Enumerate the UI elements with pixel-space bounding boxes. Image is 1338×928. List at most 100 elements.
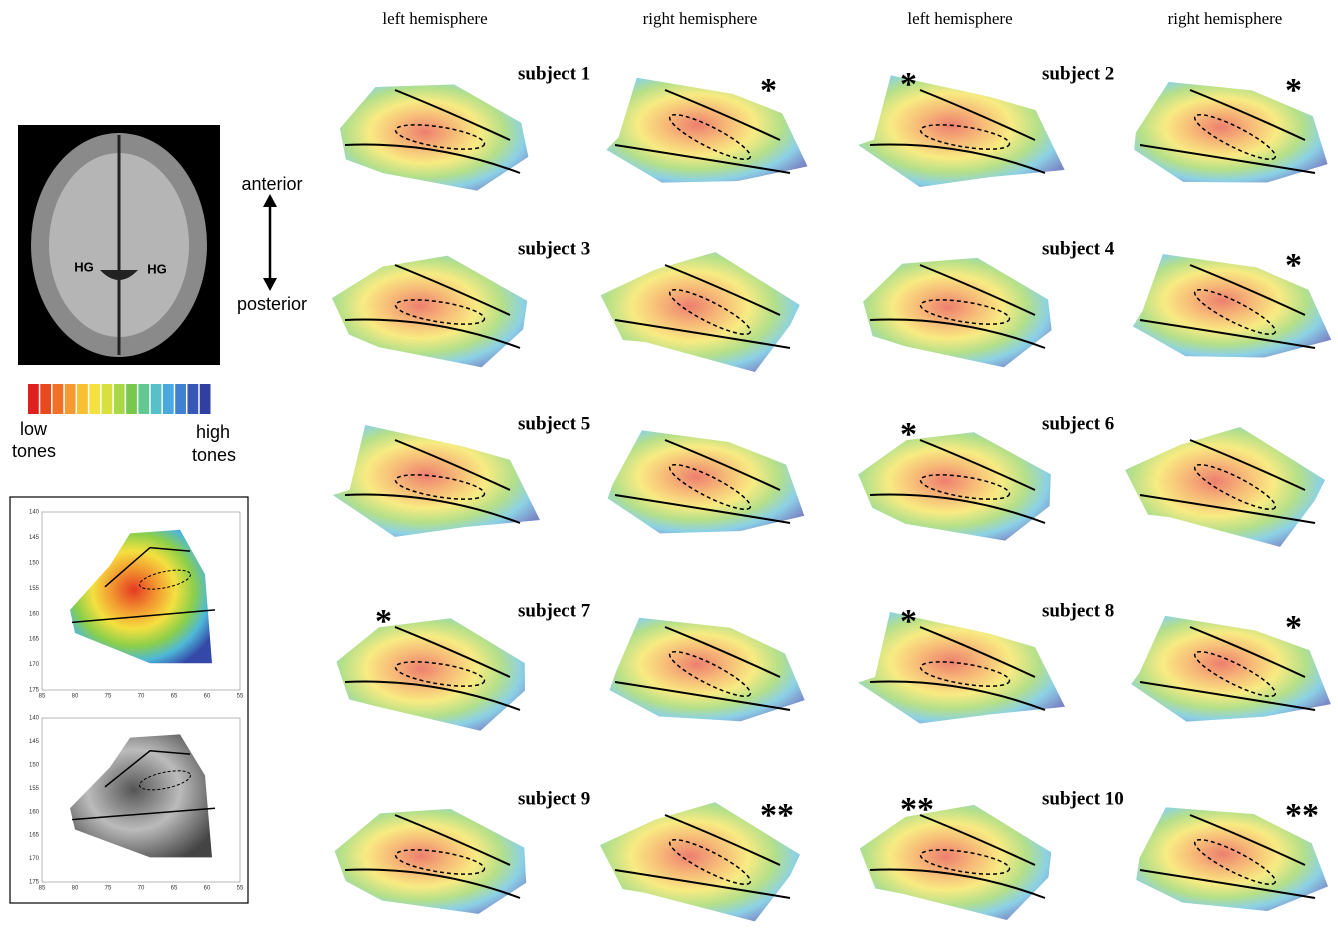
y-tick-label: 155 bbox=[29, 586, 40, 592]
figure: HG HG anterior posterior low tones high … bbox=[0, 0, 1338, 928]
colorbar-swatch bbox=[138, 384, 149, 414]
colorbar-swatch bbox=[53, 384, 64, 414]
x-tick-label: 55 bbox=[237, 886, 244, 892]
x-tick-label: 75 bbox=[105, 886, 112, 892]
hemisphere-map bbox=[858, 612, 1065, 723]
x-tick-label: 85 bbox=[39, 694, 46, 700]
colorbar-swatch bbox=[126, 384, 137, 414]
map-texture bbox=[340, 85, 528, 191]
y-tick-label: 170 bbox=[29, 662, 40, 668]
map-texture bbox=[609, 618, 804, 722]
hemisphere-map bbox=[332, 256, 527, 367]
colorbar-swatch bbox=[200, 384, 211, 414]
map-texture bbox=[858, 432, 1051, 540]
colorbar-swatch bbox=[114, 384, 125, 414]
y-tick-label: 140 bbox=[29, 716, 40, 722]
column-header: right hemisphere bbox=[643, 9, 758, 28]
subject-label: subject 8 bbox=[1042, 600, 1114, 621]
x-tick-label: 75 bbox=[105, 694, 112, 700]
inset-map bbox=[70, 530, 212, 664]
y-tick-label: 145 bbox=[29, 535, 40, 541]
significance-mark: * bbox=[900, 603, 917, 640]
high-label: high bbox=[196, 422, 230, 442]
y-tick-label: 150 bbox=[29, 560, 40, 566]
posterior-label: posterior bbox=[237, 294, 307, 314]
high-label: tones bbox=[192, 445, 236, 465]
significance-mark: ** bbox=[900, 791, 934, 828]
column-header: right hemisphere bbox=[1168, 9, 1283, 28]
colorbar-swatch bbox=[89, 384, 100, 414]
y-tick-label: 165 bbox=[29, 833, 40, 839]
significance-mark: * bbox=[1285, 609, 1302, 646]
y-tick-label: 145 bbox=[29, 739, 40, 745]
hemisphere-map bbox=[606, 78, 807, 183]
colorbar-swatch bbox=[77, 384, 88, 414]
y-tick-label: 160 bbox=[29, 611, 40, 617]
colorbar-swatch bbox=[28, 384, 39, 414]
subject-label: subject 10 bbox=[1042, 788, 1124, 809]
hemisphere-map bbox=[340, 85, 528, 191]
y-tick-label: 150 bbox=[29, 762, 40, 768]
x-tick-label: 85 bbox=[39, 886, 46, 892]
anterior-label: anterior bbox=[241, 174, 302, 194]
hemisphere-map bbox=[601, 252, 800, 372]
map-texture bbox=[860, 805, 1051, 920]
colorbar-swatch bbox=[175, 384, 186, 414]
colorbar-swatch bbox=[40, 384, 51, 414]
map-texture bbox=[606, 78, 807, 183]
x-tick-label: 80 bbox=[72, 694, 79, 700]
significance-mark: * bbox=[1285, 72, 1302, 109]
map-texture bbox=[336, 618, 525, 730]
inset-map bbox=[70, 734, 212, 857]
x-tick-label: 70 bbox=[138, 694, 145, 700]
x-tick-label: 60 bbox=[204, 694, 211, 700]
column-header: left hemisphere bbox=[907, 9, 1012, 28]
map-texture bbox=[858, 75, 1064, 187]
map-texture bbox=[1125, 427, 1325, 547]
subject-label: subject 5 bbox=[518, 413, 590, 434]
colorbar-swatch bbox=[102, 384, 113, 414]
map-texture bbox=[333, 425, 540, 537]
subject-label: subject 4 bbox=[1042, 238, 1115, 259]
hemisphere-map bbox=[336, 618, 525, 730]
x-tick-label: 65 bbox=[171, 886, 178, 892]
map-texture bbox=[332, 256, 527, 367]
subject-label: subject 1 bbox=[518, 63, 590, 84]
hg-label: HG bbox=[147, 261, 167, 276]
hemisphere-map bbox=[608, 430, 805, 533]
y-tick-label: 140 bbox=[29, 510, 40, 516]
hg-label: HG bbox=[74, 259, 94, 274]
subject-label: subject 3 bbox=[518, 238, 590, 259]
low-label: tones bbox=[12, 441, 56, 461]
column-header: left hemisphere bbox=[382, 9, 487, 28]
map-texture bbox=[335, 809, 526, 914]
hemisphere-map bbox=[863, 258, 1051, 367]
significance-mark: ** bbox=[760, 797, 794, 834]
colorbar-swatch bbox=[65, 384, 76, 414]
hemisphere-map bbox=[609, 618, 804, 722]
significance-mark: * bbox=[900, 66, 917, 103]
y-tick-label: 160 bbox=[29, 809, 40, 815]
subject-label: subject 9 bbox=[518, 788, 590, 809]
colorbar-swatch bbox=[163, 384, 174, 414]
low-label: low bbox=[20, 419, 48, 439]
hemisphere-map bbox=[858, 432, 1051, 540]
x-tick-label: 55 bbox=[237, 694, 244, 700]
hemisphere-map bbox=[335, 809, 526, 914]
significance-mark: * bbox=[1285, 247, 1302, 284]
hemisphere-map bbox=[860, 805, 1051, 920]
x-tick-label: 80 bbox=[72, 886, 79, 892]
significance-mark: * bbox=[900, 416, 917, 453]
subject-label: subject 2 bbox=[1042, 63, 1114, 84]
significance-mark: ** bbox=[1285, 797, 1319, 834]
y-tick-label: 170 bbox=[29, 856, 40, 862]
colorbar-swatch bbox=[151, 384, 162, 414]
colorbar bbox=[28, 384, 211, 414]
map-texture bbox=[608, 430, 805, 533]
hemisphere-map bbox=[858, 75, 1064, 187]
x-tick-label: 70 bbox=[138, 886, 145, 892]
significance-mark: * bbox=[375, 603, 392, 640]
colorbar-swatch bbox=[187, 384, 198, 414]
maps: left hemisphere right hemisphere left hemi… bbox=[332, 9, 1331, 921]
